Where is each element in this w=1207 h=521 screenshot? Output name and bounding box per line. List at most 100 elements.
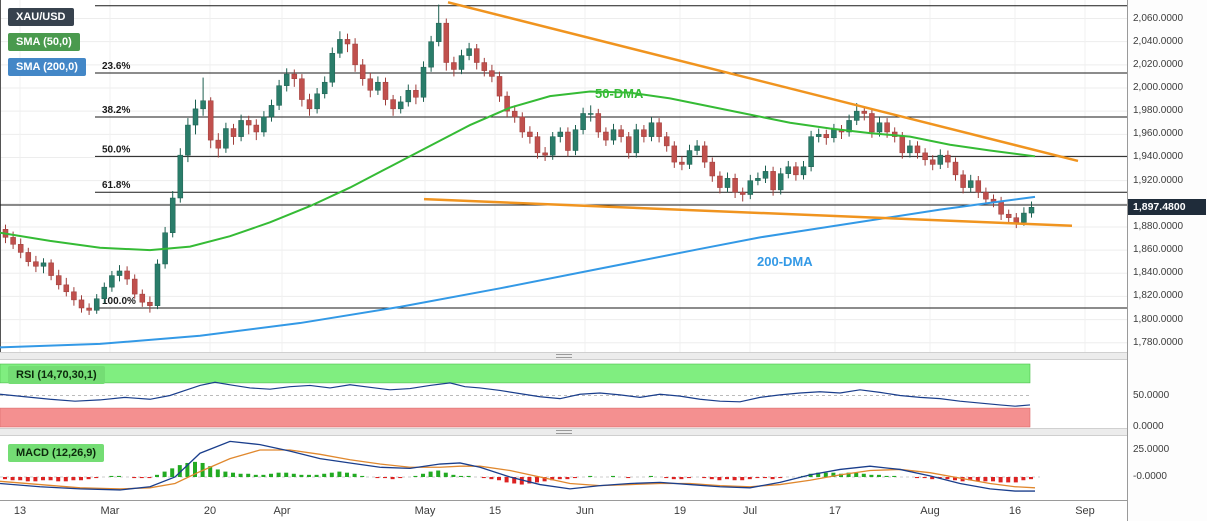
macd-histogram-bar xyxy=(937,477,942,479)
candle-body xyxy=(914,145,921,154)
candle-body xyxy=(337,39,343,54)
candle-body xyxy=(405,90,412,103)
macd-histogram-bar xyxy=(398,477,403,479)
macd-indicator-badge[interactable]: MACD (12,26,9) xyxy=(8,444,105,462)
macd-histogram-bar xyxy=(79,477,83,481)
macd-panel[interactable]: MACD (12,26,9) xyxy=(0,436,1127,500)
candle-body xyxy=(527,131,533,137)
fib-level-label: 50.0% xyxy=(102,144,130,155)
macd-histogram-bar xyxy=(778,477,783,479)
macd-histogram-bar xyxy=(360,475,365,477)
fib-level-label: 23.6% xyxy=(102,61,130,72)
price-chart-canvas[interactable]: 23.6% 38.2% 50.0% 61.8% 100.0% 50-DMA 200-DMA xyxy=(0,0,1127,352)
macd-histogram-bar xyxy=(436,470,441,477)
macd-histogram-bar xyxy=(747,477,752,480)
macd-histogram-bar xyxy=(322,473,327,477)
panel-splitter[interactable] xyxy=(0,352,1127,360)
panel-splitter[interactable] xyxy=(0,428,1127,436)
candle-body xyxy=(679,161,685,165)
time-tick-label: Jul xyxy=(742,505,758,517)
candle-body xyxy=(177,154,184,199)
price-tick-label: 2,060.0000 xyxy=(1133,12,1184,24)
price-tick-label: 1,880.0000 xyxy=(1133,220,1184,232)
candle-body xyxy=(709,161,716,177)
price-tick-label: 1,780.0000 xyxy=(1133,336,1184,348)
macd-histogram-bar xyxy=(1021,477,1026,481)
candle-body xyxy=(223,128,229,149)
rsi-panel[interactable]: RSI (14,70,30,1) xyxy=(0,360,1127,428)
macd-histogram-bar xyxy=(276,472,281,477)
candle-body xyxy=(967,180,974,188)
macd-histogram-bar xyxy=(86,477,91,480)
candle-body xyxy=(656,122,662,137)
candle-body xyxy=(283,73,290,86)
macd-histogram-bar xyxy=(861,473,866,477)
candle-body xyxy=(717,175,723,188)
candle-body xyxy=(306,99,313,110)
splitter-grip-icon xyxy=(555,354,572,358)
candle-body xyxy=(565,131,571,151)
candle-body xyxy=(671,145,678,163)
candle-body xyxy=(245,120,252,126)
candle-body xyxy=(230,128,237,137)
candle-body xyxy=(139,293,146,303)
macd-histogram-bar xyxy=(155,474,159,477)
candle-body xyxy=(93,298,100,311)
macd-histogram-bar xyxy=(56,477,61,482)
time-axis[interactable]: 13 Mar 20 Apr May 15 Jun 19 Jul 17 Aug 16 Sep xyxy=(0,500,1127,521)
price-axis[interactable]: 1,897.4800 2,060.0000 2,040.0000 2,020.000… xyxy=(1127,0,1207,521)
symbol-badge[interactable]: XAU/USD xyxy=(8,8,74,26)
candle-body xyxy=(755,178,761,181)
macd-histogram-bar xyxy=(542,477,547,482)
macd-histogram-bar xyxy=(41,477,45,481)
candle-body xyxy=(983,191,989,200)
sma50-indicator-badge[interactable]: SMA (50,0) xyxy=(8,33,80,51)
candle-body xyxy=(846,120,852,133)
price-tick-label: 1,940.0000 xyxy=(1133,151,1184,163)
candle-body xyxy=(25,252,32,262)
candle-body xyxy=(975,180,982,193)
candle-body xyxy=(587,113,594,115)
candle-body xyxy=(268,105,275,118)
time-tick-label: Mar xyxy=(100,505,120,517)
macd-histogram-bar xyxy=(253,474,258,477)
candle-body xyxy=(907,145,913,154)
price-tick-label: 1,800.0000 xyxy=(1133,313,1184,325)
rsi-canvas[interactable] xyxy=(0,360,1127,428)
macd-histogram-bar xyxy=(877,474,881,477)
macd-histogram-bar xyxy=(451,474,456,477)
candle-body xyxy=(86,307,92,311)
candle-body xyxy=(63,284,70,293)
macd-histogram-bar xyxy=(1013,477,1018,483)
price-tick-label: 2,020.0000 xyxy=(1133,58,1184,70)
macd-tick-label: 25.0000 xyxy=(1133,444,1170,455)
fib-level-label: 100.0% xyxy=(102,296,136,307)
candle-body xyxy=(78,299,85,309)
candle-body xyxy=(215,139,222,149)
macd-canvas[interactable] xyxy=(0,436,1127,500)
macd-histogram-bar xyxy=(823,472,828,477)
candle-body xyxy=(610,129,617,141)
candle-body xyxy=(390,99,396,110)
macd-histogram-bar xyxy=(25,477,30,482)
sma200-indicator-badge[interactable]: SMA (200,0) xyxy=(8,58,86,76)
candle-body xyxy=(1028,207,1035,214)
macd-histogram-bar xyxy=(117,475,121,477)
rsi-line xyxy=(0,381,1031,407)
macd-histogram-bar xyxy=(109,475,114,477)
candle-body xyxy=(466,48,472,56)
candle-body xyxy=(899,136,906,154)
candle-body xyxy=(686,150,693,165)
candle-body xyxy=(1013,217,1020,223)
main-chart-panel[interactable]: 23.6% 38.2% 50.0% 61.8% 100.0% 50-DMA 200-DMA … xyxy=(0,0,1127,352)
candle-body xyxy=(785,166,792,174)
macd-histogram-bar xyxy=(687,477,691,479)
price-tick-label: 1,960.0000 xyxy=(1133,128,1184,140)
time-tick-label: May xyxy=(414,505,436,517)
rsi-indicator-badge[interactable]: RSI (14,70,30,1) xyxy=(8,366,105,384)
candle-body xyxy=(131,278,138,295)
candle-body xyxy=(458,55,465,70)
candle-body xyxy=(116,270,123,276)
macd-histogram-bar xyxy=(983,477,988,482)
last-price-badge: 1,897.4800 xyxy=(1128,198,1206,215)
